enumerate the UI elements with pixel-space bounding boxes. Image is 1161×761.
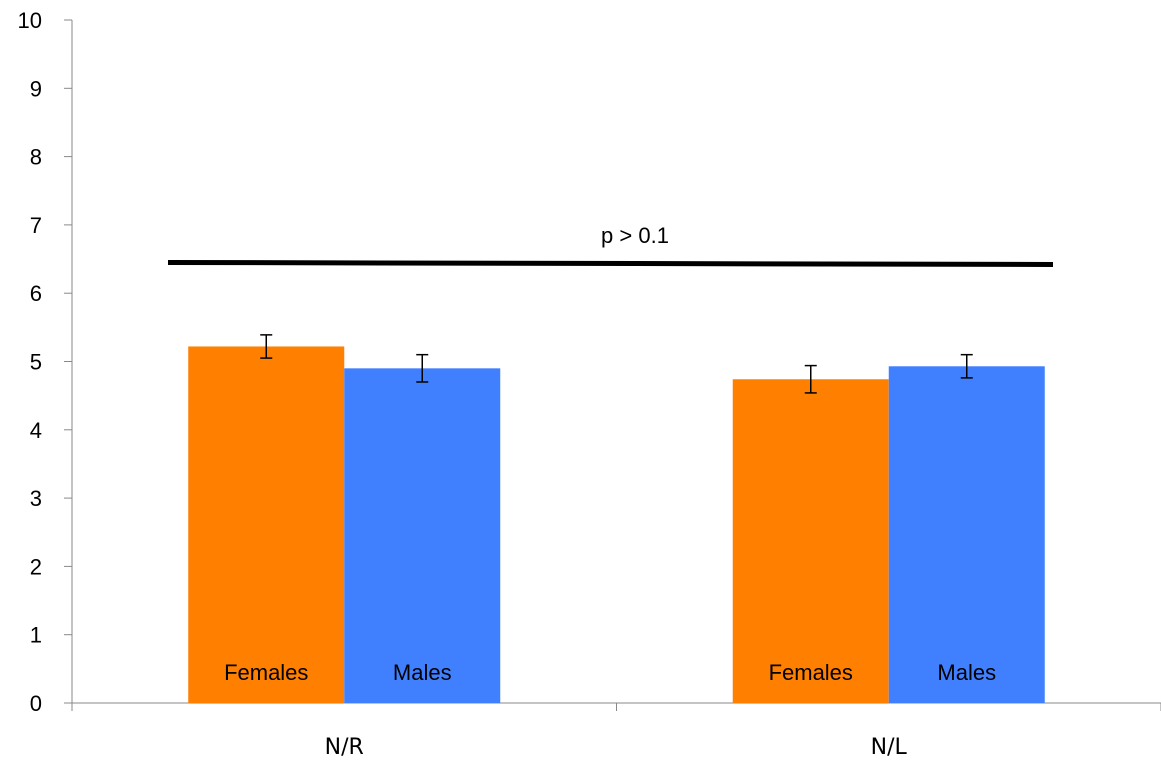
y-tick-label: 5 <box>30 350 42 375</box>
x-axis: N/R N/L <box>71 702 1161 760</box>
x-category-label: N/R <box>325 735 364 760</box>
significance-label: p > 0.1 <box>601 223 669 248</box>
y-tick-label: 1 <box>30 623 42 648</box>
y-tick-label: 0 <box>30 691 42 716</box>
y-tick-label: 6 <box>30 281 42 306</box>
y-tick-label: 8 <box>30 145 42 170</box>
y-tick-label: 10 <box>18 8 42 33</box>
y-axis: 0 1 2 3 4 5 6 7 8 9 10 <box>18 8 73 716</box>
significance-line <box>167 259 1054 268</box>
x-category-label: N/L <box>871 735 908 760</box>
bar-males-1 <box>344 368 501 703</box>
bars: Females Males Females Males <box>188 334 1045 703</box>
y-tick-label: 3 <box>30 486 42 511</box>
bar-label: Males <box>937 660 996 685</box>
bar-label: Females <box>769 660 853 685</box>
bar-males-2 <box>888 366 1045 703</box>
y-tick-label: 9 <box>30 76 42 101</box>
significance-annotation: p > 0.1 <box>167 223 1054 268</box>
y-tick-label: 2 <box>30 554 42 579</box>
bar-label: Females <box>224 660 308 685</box>
bar-label: Males <box>393 660 452 685</box>
y-tick-label: 4 <box>30 418 42 443</box>
y-tick-label: 7 <box>30 213 42 238</box>
bar-females-1 <box>188 346 345 703</box>
bar-females-2 <box>732 379 889 703</box>
